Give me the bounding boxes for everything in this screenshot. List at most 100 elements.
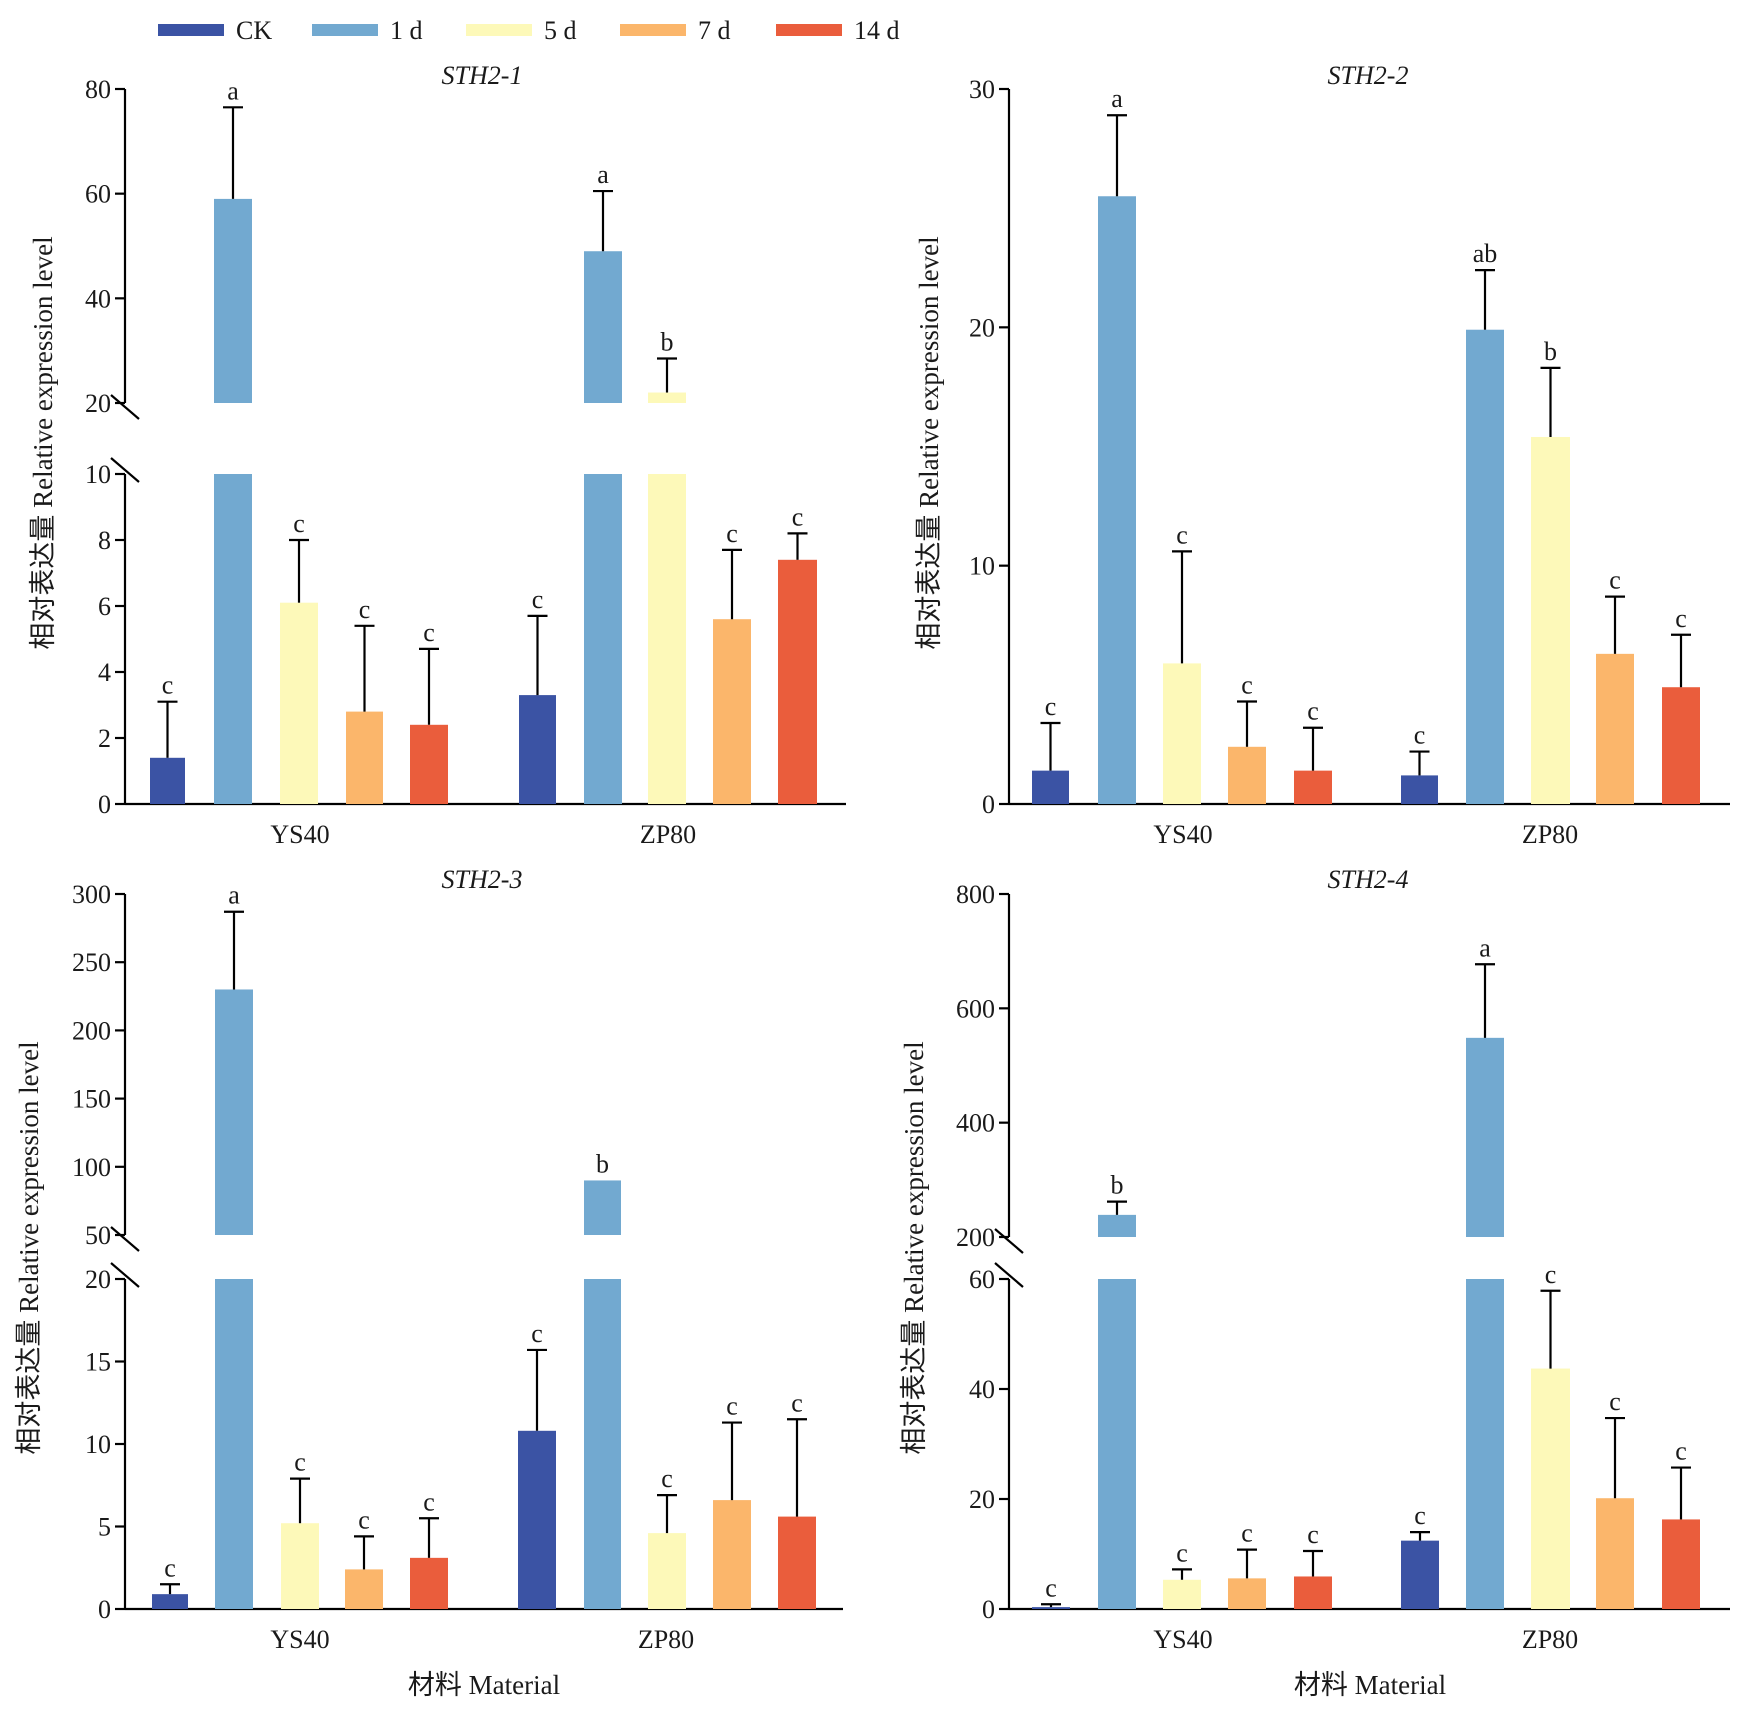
bar [215,989,253,1235]
bar [1228,746,1266,804]
bar [1098,196,1136,804]
bar [648,474,686,804]
bar [215,1279,253,1609]
bar [1531,1368,1570,1609]
bar [1163,663,1201,804]
significance-letter: c [1609,1387,1621,1416]
significance-letter: c [423,1487,435,1516]
bar [1163,1579,1201,1609]
legend-label: 5 d [544,16,577,45]
y-tick-label: 800 [956,880,995,909]
y-tick-label: 600 [956,994,995,1023]
bar [346,711,383,804]
significance-letter: c [293,509,305,538]
bar [1228,1578,1266,1609]
category-label: YS40 [1153,1625,1212,1654]
significance-letter: c [162,671,174,700]
bar [214,474,252,804]
y-tick-label: 200 [72,1016,111,1045]
significance-letter: c [1307,1520,1319,1549]
bar [584,1180,621,1235]
bar [410,1557,448,1609]
y-axis-label: 相对表达量 Relative expression level [914,236,944,649]
significance-letter: c [1545,1260,1557,1289]
axis-break-mark [110,394,140,420]
bar [281,1523,319,1609]
bar [648,392,686,403]
significance-letter: a [1479,933,1491,962]
legend-label: 1 d [390,16,423,45]
significance-letter: a [227,76,239,105]
significance-letter: c [726,1392,738,1421]
y-tick-label: 2 [98,724,111,753]
bar [713,619,751,804]
axis-break-mark [994,1228,1024,1254]
y-tick-label: 60 [85,180,111,209]
significance-letter: c [1045,1573,1057,1602]
significance-letter: c [792,502,804,531]
panel-sth2-4: STH2-4 相对表达量 Relative expression level Y… [899,865,1730,1700]
legend-swatch [158,24,224,36]
bar [584,251,622,403]
bar [150,757,185,804]
panel-sth2-3: STH2-3 相对表达量 Relative expression level Y… [14,865,843,1700]
y-tick-label: 60 [969,1265,995,1294]
bars: c c a ab c b c c c c [1032,84,1700,804]
y-tick-label: 0 [98,790,111,819]
y-tick-label: 0 [98,1595,111,1624]
bar [1401,775,1438,804]
panel-sth2-2: STH2-2 相对表达量 Relative expression level Y… [914,61,1730,849]
significance-letter: c [359,595,371,624]
significance-letter: c [1045,692,1057,721]
bars: c c a a c b c c c c [150,76,817,804]
bars: c c b a c c c c c c [1032,933,1700,1609]
bar [648,1533,686,1609]
bar [1032,1607,1070,1609]
axis-break-mark [110,457,140,483]
bar [518,1430,556,1609]
y-tick-label: 30 [969,75,995,104]
y-tick-label: 5 [98,1513,111,1542]
legend-label: 7 d [698,16,731,45]
legend-label: 14 d [854,16,900,45]
significance-letter: c [294,1448,306,1477]
bar [1531,436,1570,804]
bar [1098,1279,1136,1609]
y-tick-label: 100 [72,1153,111,1182]
y-tick-label: 20 [969,313,995,342]
category-label: YS40 [270,1625,329,1654]
legend-swatch [620,24,686,36]
significance-letter: c [1414,721,1426,750]
legend-swatch [466,24,532,36]
significance-letter: c [1176,1538,1188,1567]
bar [1466,1279,1504,1609]
bar [1294,1576,1332,1609]
significance-letter: c [661,1464,673,1493]
y-tick-label: 80 [85,75,111,104]
legend-swatch [776,24,842,36]
significance-letter: c [423,618,435,647]
axes: 0 5 10 15 20 50 100 150 200 250 300 [72,880,843,1624]
significance-letter: a [228,881,240,910]
axes: 0 20 40 60 200 400 600 800 [956,880,1730,1624]
panel-sth2-1: STH2-1 相对表达量 Relative expression level Y… [28,61,846,849]
y-tick-label: 10 [85,1430,111,1459]
significance-letter: b [596,1149,609,1178]
category-label: ZP80 [1522,820,1578,849]
bar [1294,770,1332,804]
y-tick-label: 8 [98,526,111,555]
y-tick-label: 50 [85,1221,111,1250]
y-tick-label: 20 [85,1265,111,1294]
bar [1098,1214,1136,1237]
y-tick-label: 6 [98,592,111,621]
significance-letter: a [1111,84,1123,113]
significance-letter: c [726,519,738,548]
x-axis-label: 材料 Material [1294,1670,1446,1700]
y-tick-label: 20 [969,1485,995,1514]
y-tick-label: 15 [85,1348,111,1377]
legend-label: CK [236,16,272,45]
bar [410,724,448,804]
significance-letter: c [1675,604,1687,633]
category-label: ZP80 [1522,1625,1578,1654]
